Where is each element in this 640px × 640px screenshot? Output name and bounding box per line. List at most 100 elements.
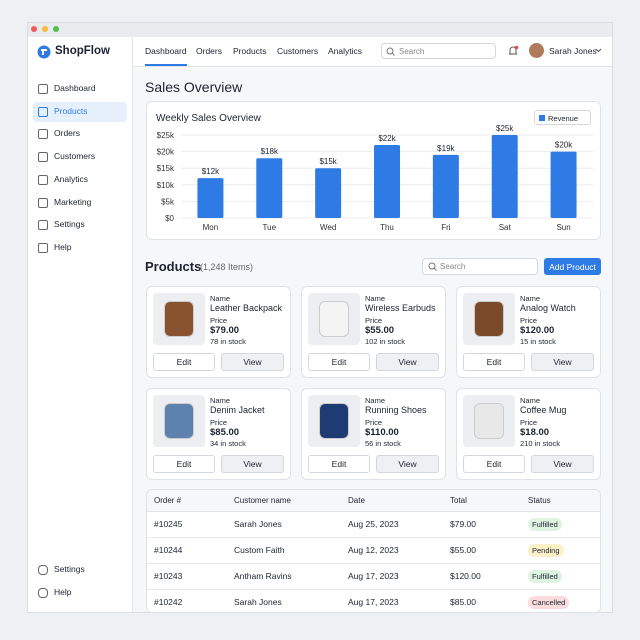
bar <box>256 158 283 218</box>
edit-button[interactable]: Edit <box>308 353 370 371</box>
column-header: Customer name <box>234 496 291 505</box>
brand: ShopFlow <box>55 45 110 57</box>
product-name: Running Shoes <box>365 405 427 415</box>
bar <box>550 151 577 218</box>
nav-item[interactable]: Marketing <box>54 196 92 207</box>
logo <box>37 45 51 59</box>
product-name: Denim Jacket <box>210 405 265 415</box>
edit-button[interactable]: Edit <box>463 353 525 371</box>
edit-button[interactable]: Edit <box>463 455 525 473</box>
product-search[interactable] <box>422 258 538 275</box>
column-header: Date <box>348 496 365 505</box>
bell[interactable] <box>507 45 519 57</box>
edit-button[interactable]: Edit <box>308 455 370 473</box>
table-cell: #10243 <box>154 571 183 581</box>
search-icon <box>386 47 395 56</box>
view-button[interactable]: View <box>221 455 284 473</box>
status-badge: Pending <box>528 544 564 557</box>
orders-table: Order # Customer name Date Total Status #1024… <box>146 489 601 613</box>
view-button[interactable]: View <box>531 455 594 473</box>
view-button[interactable]: View <box>376 455 439 473</box>
table-cell: Custom Faith <box>234 545 285 555</box>
tab[interactable]: Products <box>233 46 267 56</box>
nav-icon <box>38 587 48 598</box>
tab[interactable]: Dashboard <box>145 46 187 56</box>
table-cell: Aug 25, 2023 <box>348 519 399 529</box>
tab-underline <box>145 64 187 66</box>
product-stock: 78 in stock <box>210 337 246 346</box>
nav-item[interactable]: Orders <box>54 128 80 139</box>
name-label: Name <box>365 294 386 303</box>
value-label: $12k <box>202 167 220 176</box>
table-cell: #10242 <box>154 597 183 607</box>
name-label: Name <box>365 396 386 405</box>
y-tick-label: $20k <box>157 148 175 157</box>
nav-icon <box>38 242 48 253</box>
product-stock: 15 in stock <box>520 337 556 346</box>
product-stock: 34 in stock <box>210 439 246 448</box>
legend-dropdown[interactable]: Revenue <box>534 110 591 125</box>
close-dot[interactable] <box>31 26 37 32</box>
bar <box>374 144 400 218</box>
search-box[interactable] <box>381 43 496 59</box>
tab[interactable]: Analytics <box>328 46 363 56</box>
add-product-button[interactable]: Add Product <box>544 258 601 275</box>
table-header <box>147 490 600 512</box>
nav-item[interactable]: Dashboard <box>54 83 96 93</box>
nav-item[interactable]: Help <box>54 586 72 597</box>
nav-icon <box>38 197 48 208</box>
product-card: Name Coffee Mug Price $18.00 210 in stock Edi… <box>456 388 601 480</box>
x-tick-label: Fri <box>441 223 451 232</box>
table-cell: $79.00 <box>450 519 476 529</box>
product-name: Coffee Mug <box>520 405 567 415</box>
x-tick-label: Wed <box>320 223 336 232</box>
tab[interactable]: Orders <box>196 46 222 56</box>
table-cell: $55.00 <box>450 545 476 555</box>
nav-item[interactable]: Analytics <box>54 173 89 184</box>
table-cell: Sarah Jones <box>234 519 282 529</box>
legend-label: Revenue <box>548 113 579 123</box>
view-button[interactable]: View <box>221 353 284 371</box>
x-tick-label: Sun <box>556 223 570 232</box>
nav-item[interactable]: Products <box>54 105 88 116</box>
product-price: $110.00 <box>365 427 399 438</box>
status-badge: Fulfilled <box>528 518 562 531</box>
min-dot[interactable] <box>42 26 48 32</box>
edit-button[interactable]: Edit <box>153 353 215 371</box>
product-card: Name Analog Watch Price $120.00 15 in stock E… <box>456 286 601 378</box>
product-stock: 56 in stock <box>365 439 401 448</box>
name-label: Name <box>520 396 541 405</box>
price-label: Price <box>520 418 538 427</box>
name-label: Name <box>210 294 231 303</box>
column-header: Total <box>450 496 467 505</box>
product-card: Name Running Shoes Price $110.00 56 in stock… <box>301 388 446 480</box>
search-icon <box>428 262 437 271</box>
name-label: Name <box>520 294 541 303</box>
row-divider <box>147 589 600 590</box>
edit-button[interactable]: Edit <box>153 455 215 473</box>
chart-title: Weekly Sales Overview <box>156 113 262 124</box>
table-cell: $85.00 <box>450 597 476 607</box>
user-name[interactable]: Sarah Jones <box>549 46 597 56</box>
nav-item[interactable]: Settings <box>54 219 85 230</box>
product-price: $85.00 <box>210 427 240 438</box>
product-name: Wireless Earbuds <box>365 303 436 313</box>
x-tick-label: Thu <box>380 223 394 232</box>
product-card: Name Leather Backpack Price $79.00 78 in sto… <box>146 286 291 378</box>
bar <box>491 135 518 218</box>
view-button[interactable]: View <box>531 353 594 371</box>
row-divider <box>147 537 600 538</box>
price-label: Price <box>210 316 228 325</box>
tab[interactable]: Customers <box>277 46 319 56</box>
nav-icon <box>38 220 48 231</box>
nav-item[interactable]: Customers <box>54 151 96 162</box>
column-header: Order # <box>154 496 182 505</box>
chart: Weekly Sales Overview $0 $5k $10k $15k $20k $… <box>156 113 593 232</box>
max-dot[interactable] <box>53 26 59 32</box>
product-image-object <box>474 301 504 337</box>
avatar[interactable] <box>529 43 544 58</box>
view-button[interactable]: View <box>376 353 439 371</box>
nav-item[interactable]: Help <box>54 241 72 252</box>
nav-item[interactable]: Settings <box>54 564 85 574</box>
